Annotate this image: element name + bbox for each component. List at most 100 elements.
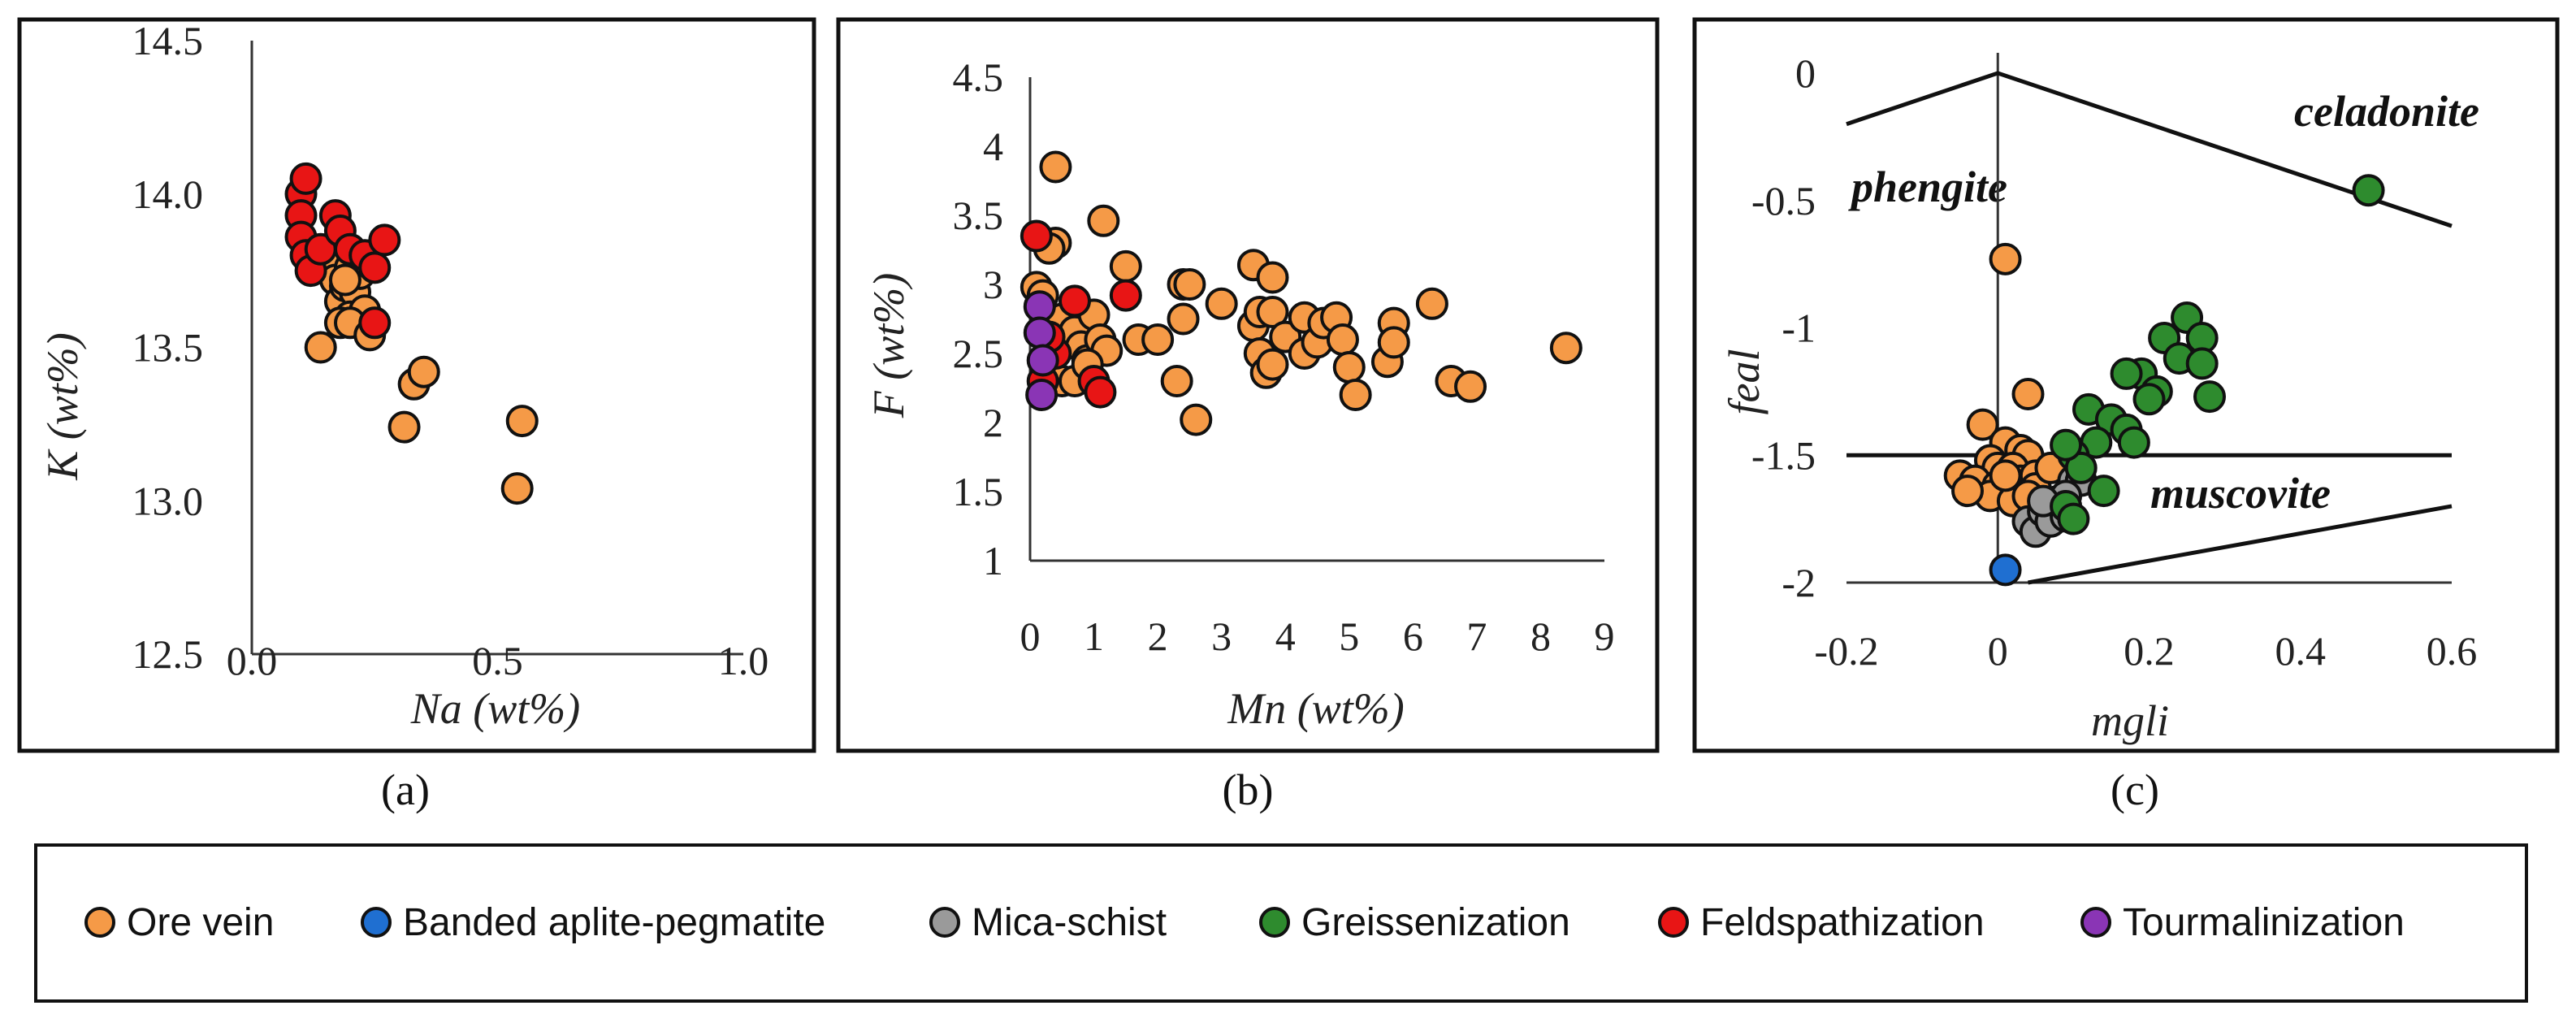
panel-a-point-ore-vein xyxy=(304,331,337,364)
legend-marker-banded-aplite-pegmatite xyxy=(361,907,392,938)
panel-b-ytick-label: 3.5 xyxy=(953,193,1004,238)
panel-a-xlabel: Na (wt%) xyxy=(410,684,581,733)
legend-marker-mica-schist xyxy=(929,907,960,938)
panel-c-ytick-label: 0 xyxy=(1795,50,1816,96)
panel-b-ytick-label: 3 xyxy=(983,262,1003,307)
panel-a-point-ore-vein xyxy=(387,410,421,444)
panel-c-ylabel: feal xyxy=(1720,349,1769,415)
panel-b-point-ore-vein xyxy=(1339,379,1372,411)
panel-b-xtick-label: 0 xyxy=(1020,613,1041,659)
panel-b-point-ore-vein xyxy=(1180,403,1213,436)
panel-a-ytick-label: 13.0 xyxy=(132,478,204,523)
panel-c-point-greissenization xyxy=(2132,383,2166,416)
panel-b-point-ore-vein xyxy=(1415,287,1448,320)
panel-b-xlabel: Mn (wt%) xyxy=(1227,684,1404,733)
panel-b-ytick-label: 2 xyxy=(983,400,1003,445)
panel-c-ytick-label: -1.5 xyxy=(1751,432,1816,478)
panel-b-xtick-label: 2 xyxy=(1148,613,1168,659)
panel-c-xtick-label: 0 xyxy=(1988,628,2008,674)
panel-b-point-feldspathization xyxy=(1109,279,1142,312)
panel-b-xtick-label: 7 xyxy=(1466,613,1487,659)
panel-b-xtick-label: 3 xyxy=(1211,613,1232,659)
panel-b-xtick-label: 9 xyxy=(1595,613,1615,659)
panel-a-label: (a) xyxy=(381,765,430,814)
panel-c-point-greissenization xyxy=(2050,428,2083,462)
panel-b-xtick-label: 8 xyxy=(1530,613,1551,659)
panel-c-point-greissenization xyxy=(2185,347,2219,380)
legend-marker-greissenization xyxy=(1259,907,1290,938)
panel-c-ytick-label: -0.5 xyxy=(1751,178,1816,223)
panel-b-point-feldspathization xyxy=(1058,284,1091,318)
panel-c-xtick-label: 0.6 xyxy=(2427,628,2478,674)
panel-a-point-ore-vein xyxy=(505,405,539,438)
panel-c-point-greissenization xyxy=(2193,380,2226,414)
panel-b-point-ore-vein xyxy=(1256,348,1289,381)
legend-label-greissenization: Greissenization xyxy=(1301,901,1570,944)
panel-b-point-tourmalinization xyxy=(1025,379,1059,411)
panel-b-point-tourmalinization xyxy=(1026,344,1059,377)
annotation-muscovite: muscovite xyxy=(2150,469,2331,518)
panel-b-point-ore-vein xyxy=(1454,370,1487,403)
legend-label-mica-schist: Mica-schist xyxy=(972,901,1167,944)
panel-b-point-ore-vein xyxy=(1141,323,1175,356)
panel-b-point-feldspathization xyxy=(1020,219,1053,253)
panel-a-xtick-label: 1.0 xyxy=(718,638,769,683)
panel-c-point-ore-vein xyxy=(1989,242,2022,275)
panel-b-point-ore-vein xyxy=(1377,326,1410,359)
plot-layer: 0.0 0.5 1.012.513.013.514.014.50 1 2 3 4 5 6 7 8 91… xyxy=(132,18,2478,683)
panel-b-frame xyxy=(836,17,1660,753)
panel-b-ytick-label: 1.5 xyxy=(953,469,1004,514)
panel-c-xtick-label: -0.2 xyxy=(1814,628,1878,674)
panel-c-xtick-label: 0.4 xyxy=(2275,628,2327,674)
panel-a-point-ore-vein xyxy=(407,355,440,388)
panel-a-xtick-label: 0.0 xyxy=(227,638,278,683)
panel-b-point-ore-vein xyxy=(1160,365,1193,397)
panel-b-point-ore-vein xyxy=(1173,268,1206,301)
panel-b-xtick-label: 5 xyxy=(1339,613,1359,659)
panel-b-ytick-label: 4 xyxy=(983,124,1003,169)
annotation-phengite: phengite xyxy=(1848,163,2007,211)
panel-c-point-greissenization xyxy=(2352,174,2385,207)
panel-c-xlabel: mgli xyxy=(2091,696,2169,745)
panel-a-point-ore-vein xyxy=(328,263,362,297)
panel-b-ytick-label: 1 xyxy=(983,538,1003,583)
legend-label-banded-aplite-pegmatite: Banded aplite-pegmatite xyxy=(403,901,825,944)
panel-c-point-ore-vein xyxy=(1951,475,1984,508)
panel-c-ytick-label: -1 xyxy=(1782,306,1816,351)
panel-b-xtick-label: 1 xyxy=(1084,613,1104,659)
panel-c-xtick-label: 0.2 xyxy=(2124,628,2175,674)
panel-b-point-ore-vein xyxy=(1167,302,1200,336)
annotation-celadonite: celadonite xyxy=(2294,87,2479,136)
panel-b-xtick-label: 6 xyxy=(1403,613,1423,659)
legend-marker-tourmalinization xyxy=(2080,907,2111,938)
panel-c-label: (c) xyxy=(2111,765,2159,814)
panel-a-point-feldspathization xyxy=(358,251,392,284)
panel-b-ytick-label: 2.5 xyxy=(953,331,1004,376)
panel-a-ytick-label: 13.5 xyxy=(132,325,204,371)
panel-c-point-greissenization xyxy=(2110,357,2143,390)
panel-b-point-ore-vein xyxy=(1087,204,1120,237)
panel-c-point-banded-aplite-pegmatite xyxy=(1989,553,2022,587)
panel-a-point-ore-vein xyxy=(500,472,534,505)
panel-c-field-boundary-3 xyxy=(2028,504,2453,585)
panel-c-ytick-label: -2 xyxy=(1782,560,1816,605)
panel-b-point-ore-vein xyxy=(1326,323,1359,356)
panel-c-field-boundary-1 xyxy=(1846,71,2453,228)
panel-b-point-ore-vein xyxy=(1256,261,1289,294)
panel-b-ylabel: F (wt%) xyxy=(864,273,913,418)
panel-a-point-feldspathization xyxy=(289,162,323,195)
panel-c-point-greissenization xyxy=(2087,475,2120,508)
panel-b-point-ore-vein xyxy=(1109,249,1142,283)
panel-c-point-greissenization xyxy=(2064,451,2098,484)
panel-b-label: (b) xyxy=(1223,765,1274,814)
panel-a-point-feldspathization xyxy=(368,223,401,257)
legend-label-feldspathization: Feldspathization xyxy=(1700,901,1985,944)
panel-b-point-ore-vein xyxy=(1205,287,1238,320)
panel-b-point-ore-vein xyxy=(1332,351,1366,384)
panel-b-xtick-label: 4 xyxy=(1275,613,1296,659)
legend-label-ore-vein: Ore vein xyxy=(127,901,274,944)
panel-c-point-ore-vein xyxy=(1966,408,1999,441)
legend: Ore vein Banded aplite-pegmatite Mica-sc… xyxy=(84,901,2405,944)
legend-marker-feldspathization xyxy=(1658,907,1689,938)
